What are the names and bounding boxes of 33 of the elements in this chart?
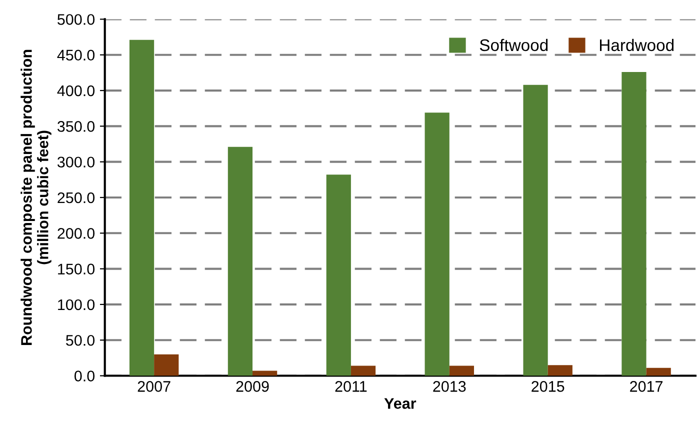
x-tick-label: 2013 (433, 381, 466, 392)
bar (523, 84, 548, 376)
y-tick-label: 0.0 (74, 370, 95, 382)
y-axis-title: Roundwood composite panel production (million cubic feet) (20, 50, 52, 345)
bar (129, 40, 154, 376)
x-tick-label: 2017 (630, 381, 663, 392)
x-tick-label: 2011 (335, 381, 367, 392)
bar (326, 174, 351, 376)
bar (449, 366, 474, 376)
legend-label: Softwood (480, 38, 548, 52)
x-axis-title: Year (384, 398, 416, 409)
y-tick-label: 100.0 (58, 299, 95, 310)
bar (252, 370, 278, 376)
y-tick-label: 450.0 (57, 50, 95, 61)
y-tick-label: 350.0 (57, 121, 95, 132)
y-tick-label: 150.0 (58, 264, 95, 274)
y-tick-label: 500.0 (58, 14, 95, 25)
bar (424, 112, 450, 376)
bar (548, 365, 572, 376)
y-tick-label: 400.0 (57, 85, 95, 96)
bar (228, 146, 253, 376)
y-tick-label: 50.0 (66, 334, 95, 346)
y-tick-label: 300.0 (57, 156, 95, 168)
x-tick-label: 2007 (138, 381, 170, 392)
bar (646, 368, 671, 376)
bar (154, 354, 179, 376)
y-tick-label: 200.0 (58, 228, 95, 239)
bar (622, 72, 646, 376)
legend-label: Hardwood (600, 38, 674, 52)
x-tick-label: 2015 (532, 381, 564, 392)
y-tick-label: 250.0 (58, 192, 95, 204)
x-tick-label: 2009 (236, 381, 269, 392)
bar (350, 366, 376, 376)
